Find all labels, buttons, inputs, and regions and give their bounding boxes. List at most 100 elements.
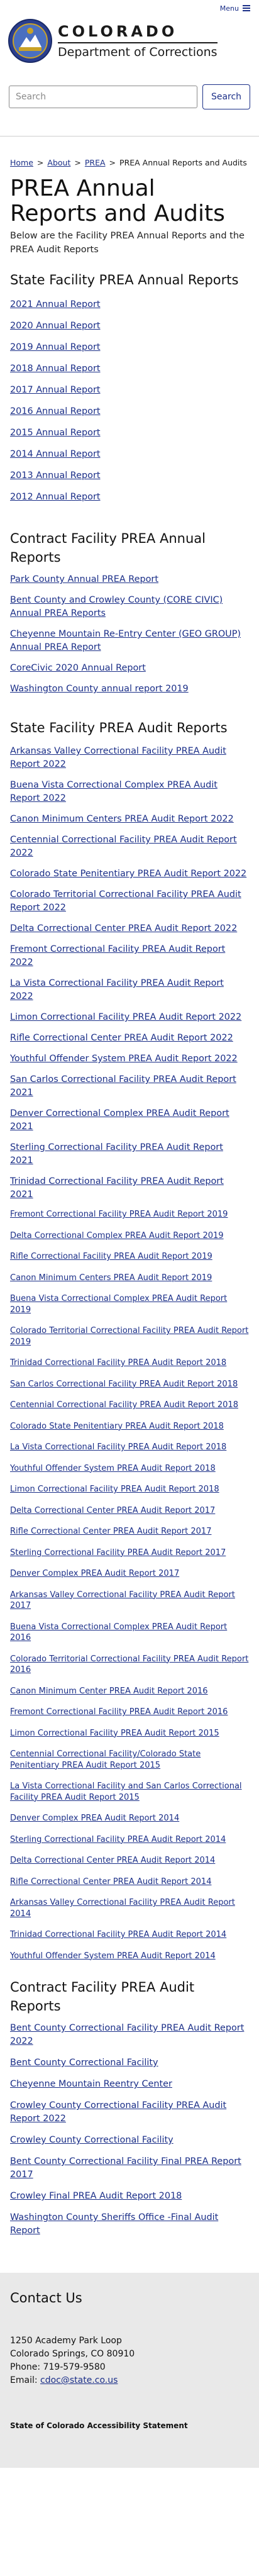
report-link[interactable]: Colorado Territorial Correctional Facili… — [10, 1654, 249, 1675]
list-item: Buena Vista Correctional Complex PREA Au… — [10, 1622, 249, 1644]
report-link[interactable]: Delta Correctional Center PREA Audit Rep… — [10, 923, 238, 934]
report-link[interactable]: Washington County annual report 2019 — [10, 684, 189, 694]
report-link[interactable]: Bent County Correctional Facility — [10, 2058, 158, 2068]
list-item: Crowley County Correctional Facility — [10, 2134, 249, 2147]
report-link[interactable]: Crowley County Correctional Facility PRE… — [10, 2100, 227, 2124]
list-item: 2014 Annual Report — [10, 448, 249, 461]
report-link[interactable]: Delta Correctional Complex PREA Audit Re… — [10, 1230, 224, 1241]
report-link[interactable]: Youthful Offender System PREA Audit Repo… — [10, 1054, 238, 1064]
report-link[interactable]: Youthful Offender System PREA Audit Repo… — [10, 1463, 216, 1473]
report-link[interactable]: 2018 Annual Report — [10, 364, 101, 374]
report-link[interactable]: Centennial Correctional Facility/Colorad… — [10, 1749, 201, 1770]
list-item: 2021 Annual Report — [10, 298, 249, 311]
breadcrumb-about[interactable]: About — [47, 158, 71, 167]
report-link[interactable]: Limon Correctional Facility PREA Audit R… — [10, 1485, 219, 1494]
search-input[interactable] — [9, 86, 197, 108]
report-link[interactable]: Rifle Correctional Center PREA Audit Rep… — [10, 1876, 212, 1887]
report-link[interactable]: Denver Complex PREA Audit Report 2014 — [10, 1814, 180, 1823]
report-link[interactable]: 2019 Annual Report — [10, 342, 101, 352]
report-link[interactable]: Park County Annual PREA Report — [10, 574, 158, 584]
menu-label: Menu — [219, 4, 239, 13]
report-link[interactable]: Bent County Correctional Facility PREA A… — [10, 2023, 245, 2046]
report-link[interactable]: Buena Vista Correctional Complex PREA Au… — [10, 1294, 228, 1315]
report-link[interactable]: Limon Correctional Facility PREA Audit R… — [10, 1728, 219, 1738]
site-footer: Contact Us 1250 Academy Park Loop Colora… — [0, 2273, 259, 2468]
report-link[interactable]: Denver Correctional Complex PREA Audit R… — [10, 1108, 229, 1132]
report-link[interactable]: Buena Vista Correctional Complex PREA Au… — [10, 1622, 228, 1643]
report-link[interactable]: Arkansas Valley Correctional Facility PR… — [10, 1898, 235, 1919]
report-link[interactable]: Crowley Final PREA Audit Report 2018 — [10, 2191, 182, 2201]
report-link[interactable]: 2016 Annual Report — [10, 406, 101, 416]
list-item: Limon Correctional Facility PREA Audit R… — [10, 1484, 249, 1495]
report-link[interactable]: 2013 Annual Report — [10, 471, 101, 481]
report-link[interactable]: Canon Minimum Centers PREA Audit Report … — [10, 1273, 212, 1283]
footer-email-link[interactable]: cdoc@state.co.us — [40, 2375, 118, 2385]
report-link[interactable]: San Carlos Correctional Facility PREA Au… — [10, 1074, 236, 1098]
report-link[interactable]: Bent County Correctional Facility Final … — [10, 2156, 241, 2180]
report-link[interactable]: San Carlos Correctional Facility PREA Au… — [10, 1379, 238, 1389]
report-link[interactable]: Sterling Correctional Facility PREA Audi… — [10, 1142, 223, 1166]
menu-button[interactable]: Menu — [220, 4, 250, 13]
report-link[interactable]: Crowley County Correctional Facility — [10, 2135, 174, 2145]
report-link[interactable]: 2012 Annual Report — [10, 492, 101, 502]
report-link[interactable]: 2020 Annual Report — [10, 321, 101, 331]
report-link[interactable]: Denver Complex PREA Audit Report 2017 — [10, 1569, 180, 1578]
report-link[interactable]: 2014 Annual Report — [10, 449, 101, 459]
report-link[interactable]: Youthful Offender System PREA Audit Repo… — [10, 1951, 216, 1961]
report-link[interactable]: Rifle Correctional Facility PREA Audit R… — [10, 1252, 212, 1261]
report-link[interactable]: Fremont Correctional Facility PREA Audit… — [10, 1707, 228, 1717]
accessibility-statement-link[interactable]: State of Colorado Accessibility Statemen… — [10, 2421, 188, 2430]
state-annual-list: 2021 Annual Report 2020 Annual Report 2019… — [10, 298, 249, 504]
footer-address-line2: Colorado Springs, CO 80910 — [10, 2349, 135, 2359]
report-link[interactable]: Colorado State Penitentiary PREA Audit R… — [10, 1421, 224, 1431]
report-link[interactable]: Arkansas Valley Correctional Facility PR… — [10, 1590, 235, 1611]
list-item: 2020 Annual Report — [10, 320, 249, 333]
report-link[interactable]: 2021 Annual Report — [10, 299, 101, 309]
list-item: San Carlos Correctional Facility PREA Au… — [10, 1379, 249, 1390]
report-link[interactable]: Cheyenne Mountain Reentry Center — [10, 2079, 172, 2089]
breadcrumb-home[interactable]: Home — [10, 158, 33, 167]
report-link[interactable]: 2015 Annual Report — [10, 428, 101, 438]
list-item: Youthful Offender System PREA Audit Repo… — [10, 1052, 249, 1066]
report-link[interactable]: Washington County Sheriffs Office -Final… — [10, 2212, 219, 2236]
report-link[interactable]: Centennial Correctional Facility PREA Au… — [10, 1400, 238, 1410]
report-link[interactable]: Sterling Correctional Facility PREA Audi… — [10, 1547, 226, 1558]
report-link[interactable]: Colorado Territorial Correctional Facili… — [10, 889, 241, 913]
report-link[interactable]: Rifle Correctional Center PREA Audit Rep… — [10, 1527, 212, 1536]
main-content: Home > About > PREA > PREA Annual Report… — [0, 158, 259, 2238]
breadcrumb-prea[interactable]: PREA — [84, 158, 106, 167]
contract-audit-heading: Contract Facility PREA Audit Reports — [10, 1980, 195, 2014]
report-link[interactable]: La Vista Correctional Facility PREA Audi… — [10, 978, 224, 1001]
report-link[interactable]: Trinidad Correctional Facility PREA Audi… — [10, 1930, 227, 1939]
report-link[interactable]: Delta Correctional Center PREA Audit Rep… — [10, 1856, 216, 1865]
report-link[interactable]: Bent County and Crowley County (CORE CIV… — [10, 595, 223, 618]
list-item: Youthful Offender System PREA Audit Repo… — [10, 1463, 249, 1475]
list-item: Fremont Correctional Facility PREA Audit… — [10, 943, 249, 969]
report-link[interactable]: Colorado Territorial Correctional Facili… — [10, 1326, 249, 1347]
report-link[interactable]: La Vista Correctional Facility and San C… — [10, 1781, 242, 1802]
report-link[interactable]: CoreCivic 2020 Annual Report — [10, 663, 146, 673]
search-button[interactable]: Search — [202, 84, 250, 109]
report-link[interactable]: Colorado State Penitentiary PREA Audit R… — [10, 869, 247, 879]
report-link[interactable]: Sterling Correctional Facility PREA Audi… — [10, 1834, 226, 1844]
list-item: Buena Vista Correctional Complex PREA Au… — [10, 1293, 249, 1315]
report-link[interactable]: Arkansas Valley Correctional Facility PR… — [10, 746, 226, 769]
brand-divider — [58, 42, 218, 43]
report-link[interactable]: Rifle Correctional Center PREA Audit Rep… — [10, 1033, 233, 1043]
report-link[interactable]: Fremont Correctional Facility PREA Audit… — [10, 944, 226, 967]
report-link[interactable]: Trinidad Correctional Facility PREA Audi… — [10, 1176, 224, 1200]
report-link[interactable]: Trinidad Correctional Facility PREA Audi… — [10, 1358, 227, 1368]
report-link[interactable]: Buena Vista Correctional Complex PREA Au… — [10, 780, 218, 803]
report-link[interactable]: Centennial Correctional Facility PREA Au… — [10, 835, 237, 858]
footer-address: 1250 Academy Park Loop Colorado Springs,… — [10, 2334, 249, 2387]
site-brand[interactable]: COLORADO Department of Corrections — [0, 16, 259, 65]
report-link[interactable]: Canon Minimum Centers PREA Audit Report … — [10, 814, 234, 824]
report-link[interactable]: Limon Correctional Facility PREA Audit R… — [10, 1012, 242, 1022]
report-link[interactable]: 2017 Annual Report — [10, 385, 101, 395]
report-link[interactable]: Fremont Correctional Facility PREA Audit… — [10, 1210, 228, 1219]
report-link[interactable]: Delta Correctional Center PREA Audit Rep… — [10, 1505, 216, 1515]
list-item: Centennial Correctional Facility PREA Au… — [10, 1400, 249, 1411]
report-link[interactable]: Cheyenne Mountain Re-Entry Center (GEO G… — [10, 629, 241, 652]
report-link[interactable]: La Vista Correctional Facility PREA Audi… — [10, 1442, 227, 1452]
report-link[interactable]: Canon Minimum Center PREA Audit Report 2… — [10, 1686, 208, 1696]
